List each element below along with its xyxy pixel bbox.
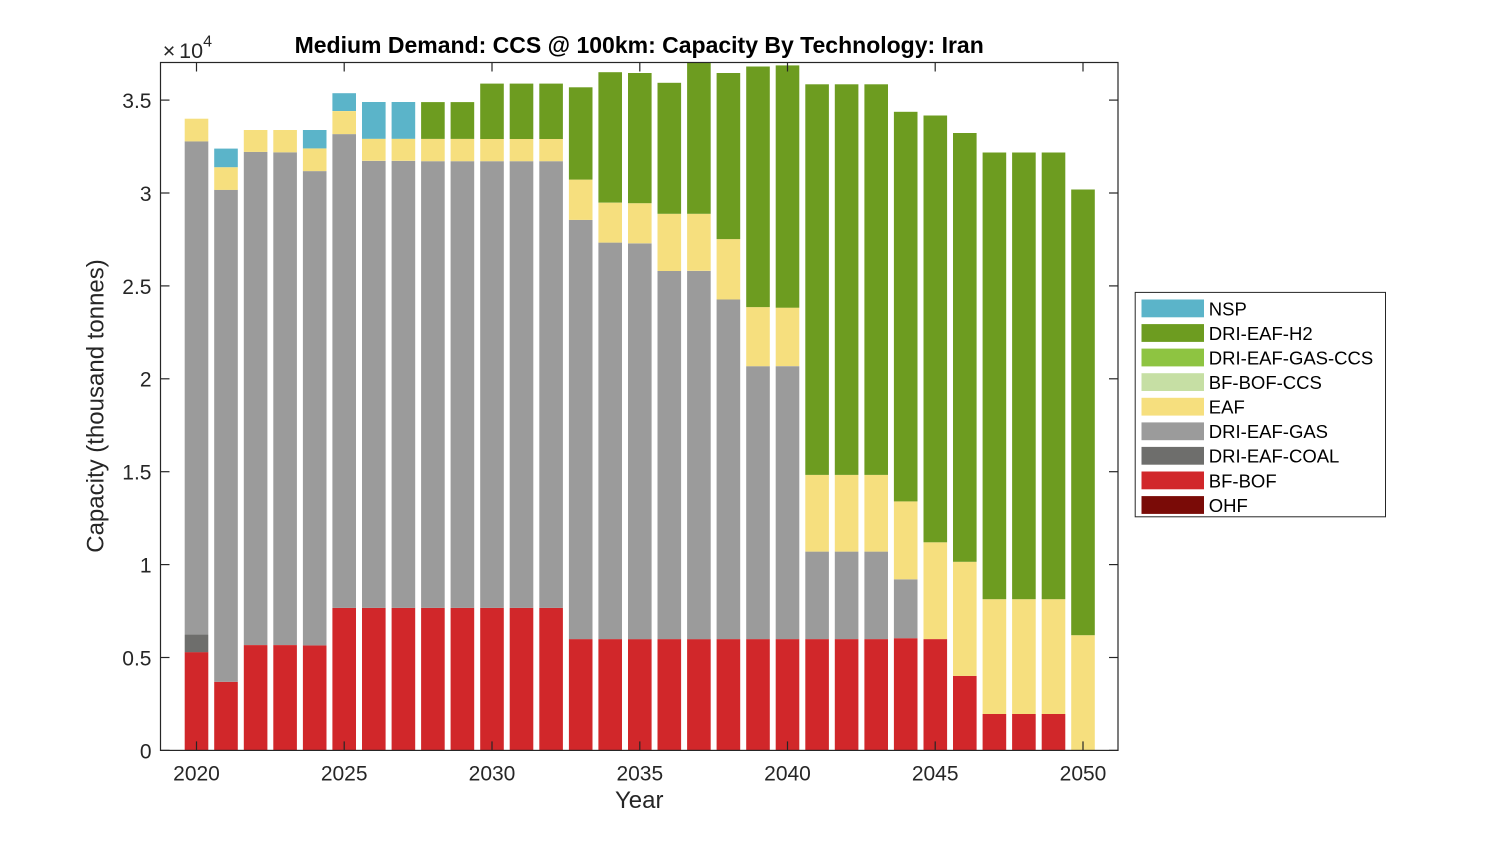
- svg-text:BF-BOF-CCS: BF-BOF-CCS: [1209, 372, 1322, 393]
- svg-text:3.5: 3.5: [122, 90, 151, 113]
- svg-text:1: 1: [140, 555, 152, 578]
- svg-text:0: 0: [140, 740, 152, 763]
- svg-text:3: 3: [140, 183, 152, 206]
- svg-text:2: 2: [140, 369, 152, 392]
- svg-text:DRI-EAF-COAL: DRI-EAF-COAL: [1209, 446, 1340, 467]
- svg-text:2030: 2030: [469, 763, 516, 786]
- svg-text:2020: 2020: [173, 763, 220, 786]
- svg-text:NSP: NSP: [1209, 298, 1247, 319]
- svg-text:2050: 2050: [1060, 763, 1107, 786]
- svg-text:DRI-EAF-GAS: DRI-EAF-GAS: [1209, 421, 1328, 442]
- svg-text:Medium Demand: CCS @ 100km: Ca: Medium Demand: CCS @ 100km: Capacity By …: [295, 32, 984, 58]
- svg-text:EAF: EAF: [1209, 397, 1245, 418]
- svg-text:DRI-EAF-H2: DRI-EAF-H2: [1209, 323, 1313, 344]
- svg-text:1.5: 1.5: [122, 462, 151, 485]
- svg-text:0.5: 0.5: [122, 647, 151, 670]
- svg-text:2035: 2035: [616, 763, 663, 786]
- svg-text:DRI-EAF-GAS-CCS: DRI-EAF-GAS-CCS: [1209, 347, 1373, 368]
- svg-text:BF-BOF: BF-BOF: [1209, 470, 1277, 491]
- svg-text:OHF: OHF: [1209, 495, 1248, 516]
- svg-text:Year: Year: [615, 787, 664, 814]
- svg-text:Capacity (thousand tonnes): Capacity (thousand tonnes): [83, 259, 110, 553]
- svg-text:2.5: 2.5: [122, 276, 151, 299]
- svg-text:2025: 2025: [321, 763, 368, 786]
- svg-text:2045: 2045: [912, 763, 959, 786]
- svg-text:2040: 2040: [764, 763, 811, 786]
